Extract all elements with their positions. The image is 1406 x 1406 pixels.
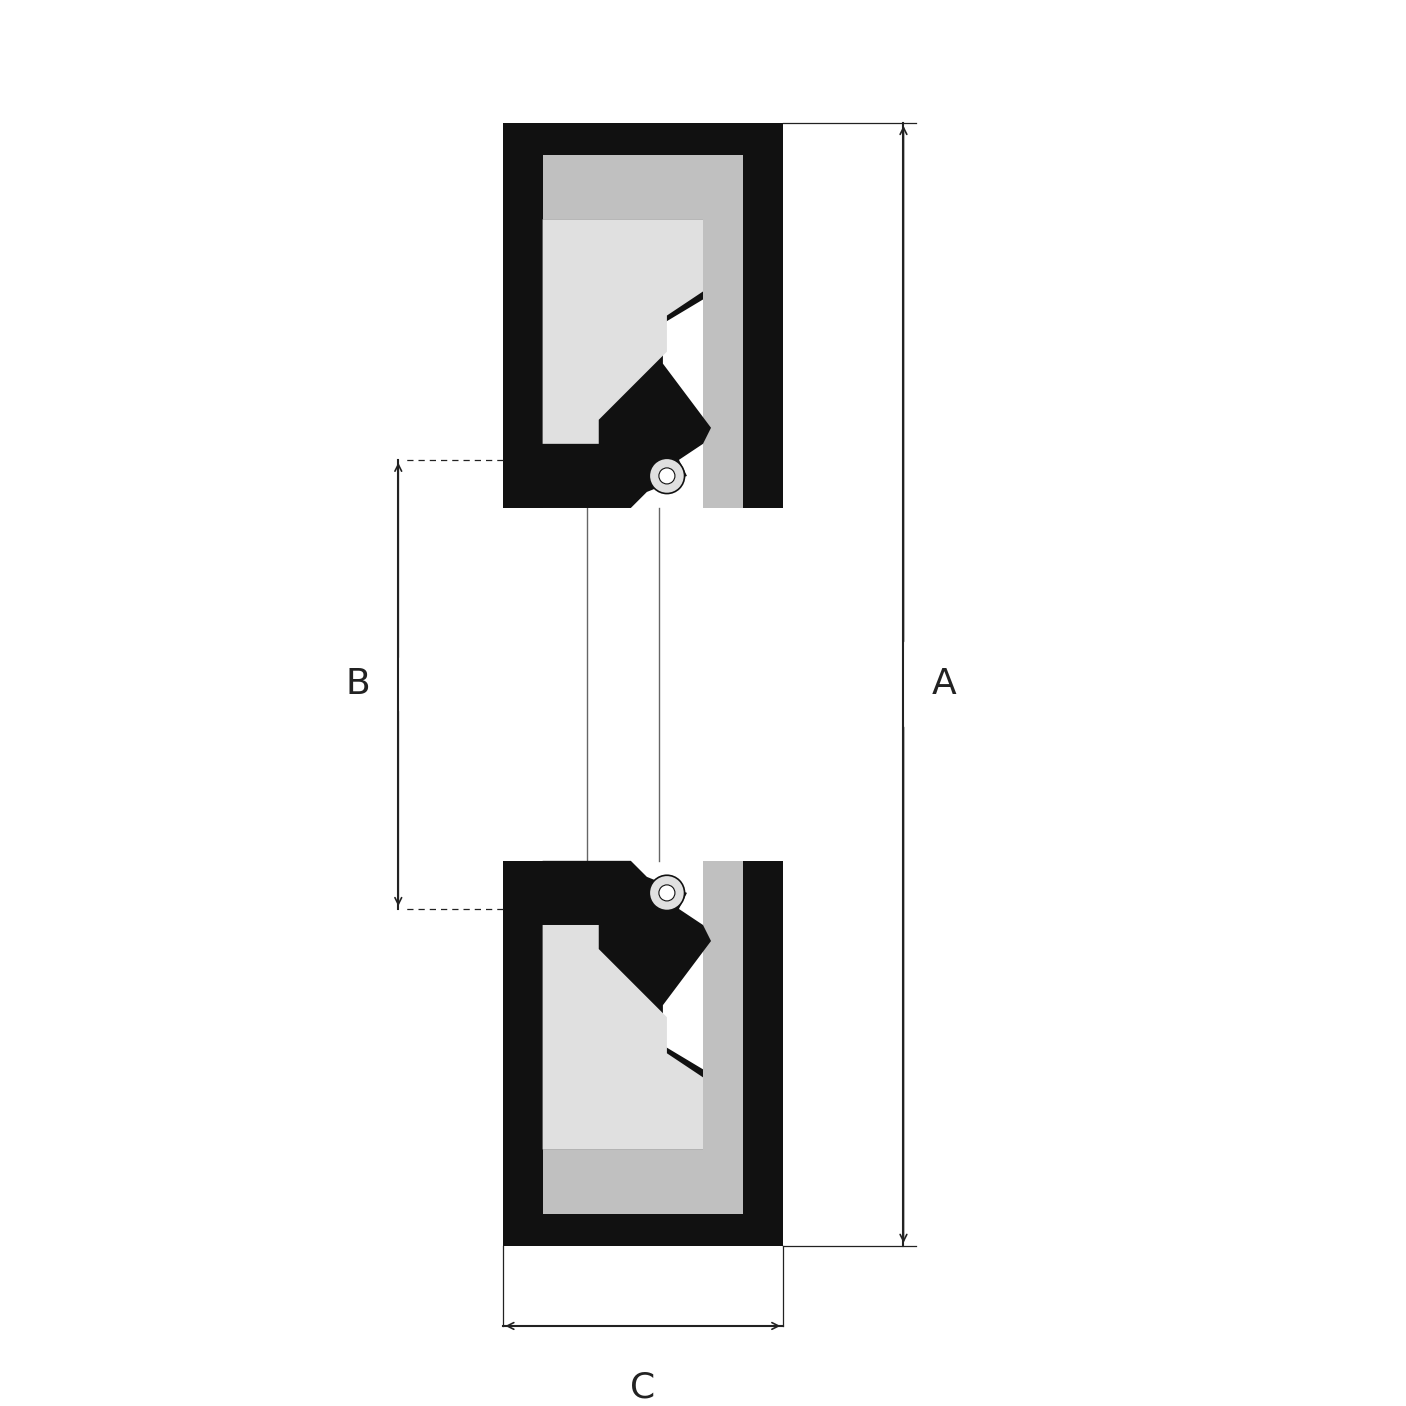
Polygon shape [543,925,703,1150]
Text: C: C [630,1369,655,1405]
Text: B: B [346,668,370,702]
Polygon shape [502,124,783,155]
Polygon shape [502,860,543,1213]
Polygon shape [543,860,711,1150]
Polygon shape [543,1150,744,1213]
Polygon shape [744,860,783,1213]
Circle shape [659,884,675,901]
Polygon shape [543,155,744,219]
Polygon shape [543,219,703,444]
Circle shape [650,876,685,911]
Circle shape [650,458,685,494]
Polygon shape [502,155,543,508]
Polygon shape [744,155,783,508]
Polygon shape [543,219,711,508]
Polygon shape [703,860,744,1150]
Circle shape [659,468,675,484]
Text: A: A [932,668,956,702]
Polygon shape [502,1213,783,1246]
Polygon shape [703,219,744,508]
